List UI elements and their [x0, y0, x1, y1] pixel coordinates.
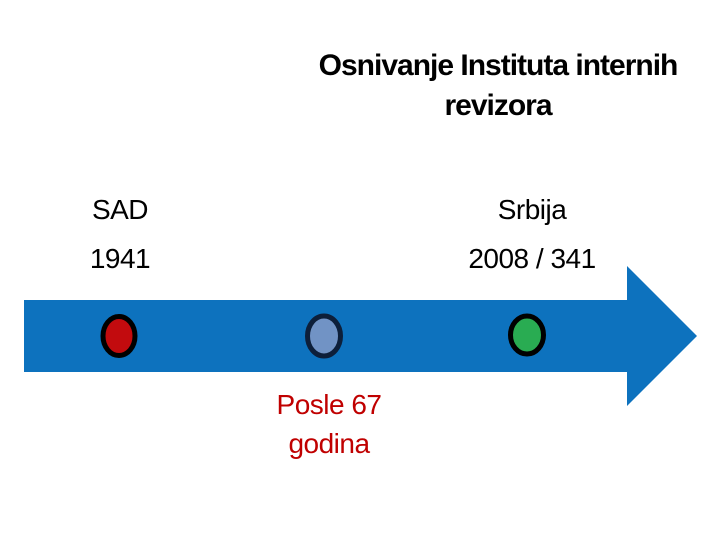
milestone-label-srbija: Srbija 2008 / 341: [432, 185, 632, 283]
milestone-sad-year: 1941: [89, 243, 151, 274]
annotation-line2: godina: [288, 428, 370, 459]
timeline-annotation: Posle 67 godina: [229, 385, 429, 463]
milestone-dot-sad: [100, 314, 138, 358]
milestone-sad-country: SAD: [91, 194, 149, 225]
milestone-dot-srbija: [508, 313, 546, 357]
arrow-shape: [24, 266, 697, 406]
slide-title-line2: revizora: [444, 89, 552, 122]
annotation-line1: Posle 67: [276, 389, 382, 420]
milestone-label-sad: SAD 1941: [20, 185, 220, 283]
milestone-dot-middle: [305, 313, 343, 359]
milestone-srbija-country: Srbija: [497, 194, 567, 225]
slide-title: Osnivanje Instituta internih revizora: [288, 46, 708, 126]
slide-title-line1: Osnivanje Instituta internih: [318, 49, 679, 82]
milestone-srbija-year: 2008 / 341: [468, 243, 596, 274]
timeline-arrow: [24, 266, 697, 406]
